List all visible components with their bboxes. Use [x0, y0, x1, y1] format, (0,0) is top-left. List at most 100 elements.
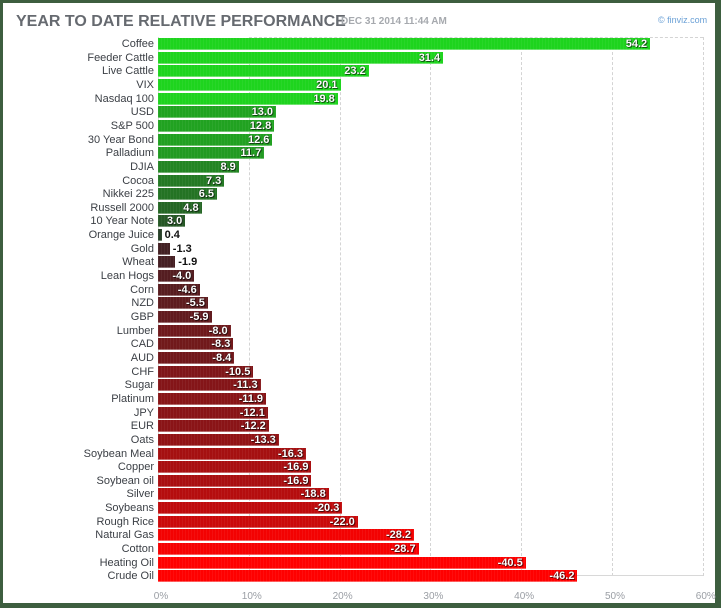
bar[interactable]: [158, 160, 239, 173]
category-label: Oats: [130, 433, 154, 446]
bar[interactable]: [158, 92, 338, 105]
bar[interactable]: [158, 78, 341, 91]
bar[interactable]: [158, 420, 269, 433]
category-label: VIX: [136, 78, 154, 91]
value-label: -12.1: [239, 406, 265, 419]
value-label: -46.2: [549, 570, 575, 583]
value-label: -5.9: [189, 311, 209, 323]
category-label: Rough Rice: [96, 515, 154, 528]
value-label: -4.6: [177, 283, 197, 296]
category-label: JPY: [133, 406, 154, 419]
bar[interactable]: [158, 51, 444, 64]
category-label: Lumber: [116, 324, 154, 337]
x-tick-label: 60%: [695, 591, 716, 602]
category-label: GBP: [130, 311, 154, 323]
value-label: -1.3: [172, 242, 192, 255]
category-label: Platinum: [111, 392, 154, 405]
category-label: Soybean oil: [96, 474, 155, 487]
value-label: -1.9: [178, 256, 198, 269]
category-label: Soybean Meal: [83, 447, 154, 460]
bar[interactable]: [158, 65, 369, 78]
value-label: -28.7: [390, 543, 416, 556]
value-label: 20.1: [316, 78, 338, 91]
bar[interactable]: [158, 365, 254, 378]
bar[interactable]: [158, 529, 415, 542]
grid-line: [521, 37, 523, 576]
bar[interactable]: [158, 433, 279, 446]
bar[interactable]: [158, 242, 170, 255]
bar[interactable]: [158, 488, 329, 501]
bar[interactable]: [158, 188, 218, 201]
bar[interactable]: [158, 174, 225, 187]
bar[interactable]: [158, 474, 312, 487]
value-label: 7.3: [205, 174, 222, 187]
x-tick-label: 0%: [153, 591, 169, 602]
value-label: 12.6: [247, 133, 270, 146]
bar[interactable]: [158, 392, 267, 405]
value-label: -8.3: [211, 338, 231, 351]
value-label: 3.0: [166, 215, 183, 228]
bar[interactable]: [158, 515, 358, 528]
value-label: -16.9: [283, 461, 309, 474]
value-label: -10.5: [225, 365, 251, 378]
category-label: 30 Year Bond: [87, 133, 154, 146]
value-label: 31.4: [418, 51, 441, 64]
value-label: -12.2: [240, 420, 266, 433]
category-label: Cocoa: [122, 174, 154, 187]
bar[interactable]: [158, 556, 526, 569]
category-label: S&P 500: [110, 119, 154, 132]
value-label: 23.2: [344, 65, 366, 78]
bar[interactable]: [158, 147, 265, 160]
grid-top-line: [248, 37, 703, 38]
category-label: Copper: [117, 461, 154, 474]
grid-line: [612, 37, 613, 576]
value-label: -40.5: [497, 556, 523, 569]
bar[interactable]: [158, 406, 268, 419]
finviz-credit-link[interactable]: © finviz.com: [658, 15, 708, 25]
category-label: Heating Oil: [99, 556, 154, 569]
category-label: Nasdaq 100: [94, 92, 154, 105]
category-label: Corn: [130, 283, 154, 296]
value-label: 6.5: [198, 188, 215, 201]
category-label: Live Cattle: [102, 65, 154, 78]
value-label: -13.3: [250, 433, 276, 446]
bar[interactable]: [158, 229, 162, 242]
category-label: Palladium: [105, 147, 154, 160]
value-label: -22.0: [329, 515, 355, 528]
bar[interactable]: [158, 447, 306, 460]
value-label: 11.7: [240, 147, 262, 160]
x-tick-label: 30%: [423, 591, 444, 602]
bar[interactable]: [158, 283, 200, 296]
value-label: -11.9: [238, 392, 264, 405]
grid-line: [339, 37, 341, 576]
bar[interactable]: [158, 379, 261, 392]
category-label: Orange Juice: [88, 229, 154, 242]
bar[interactable]: [158, 543, 419, 556]
bar[interactable]: [158, 270, 195, 283]
bar[interactable]: [158, 570, 578, 583]
bar[interactable]: [158, 461, 312, 474]
chart-frame: YEAR TO DATE RELATIVE PERFORMANCE DEC 31…: [3, 3, 716, 603]
bar[interactable]: [158, 324, 231, 337]
bar[interactable]: [158, 119, 275, 132]
bar[interactable]: [158, 297, 208, 310]
bar[interactable]: [158, 215, 186, 228]
bar[interactable]: [158, 502, 343, 515]
bar[interactable]: [158, 351, 235, 364]
value-label: -5.5: [185, 297, 205, 310]
value-label: -18.8: [300, 488, 326, 501]
bar[interactable]: [158, 256, 176, 269]
bar[interactable]: [158, 133, 273, 146]
bar[interactable]: [158, 338, 234, 351]
bar[interactable]: [158, 311, 212, 323]
bar[interactable]: [158, 106, 277, 119]
grid-line: [702, 37, 704, 576]
plot-area: 0% 10% 20% 30% 40% 50% 60% Coffee 54.2 Feeder Cat…: [84, 33, 716, 602]
category-label: Natural Gas: [95, 529, 154, 542]
value-label: -8.4: [212, 351, 232, 364]
bar[interactable]: [158, 38, 651, 50]
category-label: Soybeans: [105, 502, 154, 515]
bar[interactable]: [158, 201, 202, 214]
value-label: 4.8: [183, 201, 199, 214]
value-label: -28.2: [385, 529, 412, 542]
